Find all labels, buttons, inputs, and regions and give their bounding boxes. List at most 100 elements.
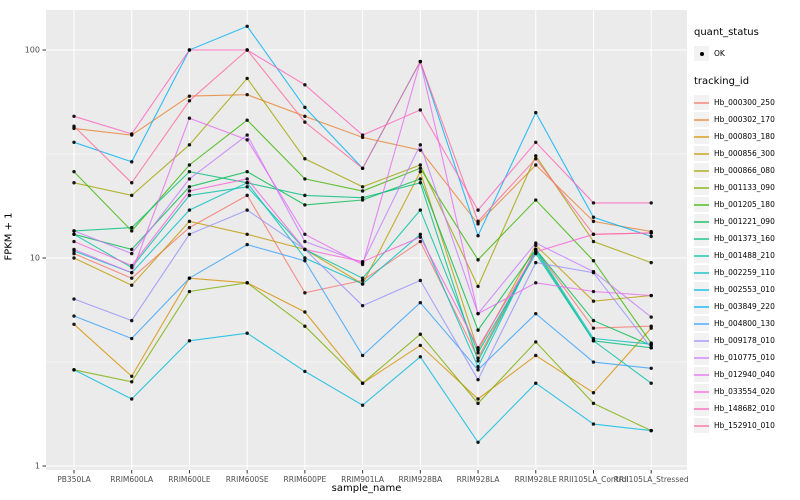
- data-point: [360, 403, 365, 407]
- legend-line-swatch: [694, 322, 709, 325]
- legend-line-swatch: [694, 203, 709, 206]
- legend-key-box: [694, 282, 709, 297]
- data-point: [72, 251, 76, 256]
- data-point: [418, 177, 423, 181]
- data-point: [130, 132, 134, 136]
- legend-line-swatch: [694, 186, 709, 189]
- legend: quant_status OK tracking_id Hb_000300_25…: [694, 27, 798, 434]
- legend-line-swatch: [694, 152, 709, 155]
- data-point: [418, 108, 423, 112]
- data-point: [418, 278, 423, 283]
- data-point: [360, 381, 365, 385]
- data-point: [360, 195, 365, 200]
- data-point: [476, 348, 480, 352]
- legend-item-Hb_152910_010: Hb_152910_010: [694, 417, 798, 434]
- legend-item-label: Hb_002553_010: [714, 285, 775, 294]
- x-tick-label: RRIM901LA: [341, 475, 385, 484]
- data-point: [303, 291, 307, 295]
- legend-line-swatch: [694, 390, 709, 393]
- legend-key-box: [694, 112, 709, 127]
- legend-item-Hb_000302_170: Hb_000302_170: [694, 111, 798, 128]
- data-point: [245, 181, 249, 185]
- legend-item-Hb_010775_010: Hb_010775_010: [694, 349, 798, 366]
- data-point: [187, 208, 192, 212]
- data-point: [187, 185, 192, 189]
- legend-item-Hb_004800_130: Hb_004800_130: [694, 315, 798, 332]
- data-point: [72, 247, 76, 252]
- data-point: [130, 283, 134, 287]
- legend-key-box: [694, 129, 709, 144]
- data-point: [418, 163, 423, 167]
- data-point: [72, 256, 76, 260]
- data-point: [187, 177, 192, 181]
- legend-item-label: Hb_000856_300: [714, 149, 775, 158]
- legend-key-box: [694, 350, 709, 365]
- data-point: [418, 232, 423, 236]
- legend-item-label: Hb_003849_220: [714, 302, 775, 311]
- data-point: [534, 281, 538, 285]
- legend-line-swatch: [694, 101, 709, 104]
- data-point: [534, 140, 538, 144]
- data-point: [591, 401, 596, 406]
- data-point: [418, 148, 423, 152]
- y-tick-label: 10: [30, 254, 40, 263]
- legend-item-ok: OK: [694, 45, 798, 62]
- legend-key-box: [694, 146, 709, 161]
- data-point: [303, 310, 307, 314]
- x-tick-label: RRIM928LA: [457, 475, 501, 484]
- data-point: [245, 138, 249, 142]
- data-point: [187, 225, 192, 230]
- data-point: [649, 315, 653, 319]
- data-point: [591, 336, 596, 341]
- data-point: [476, 328, 480, 332]
- data-point: [649, 326, 653, 330]
- data-point: [303, 232, 307, 236]
- data-point: [245, 232, 249, 236]
- data-point: [303, 157, 307, 161]
- legend-item-Hb_002259_110: Hb_002259_110: [694, 264, 798, 281]
- data-point: [187, 163, 192, 167]
- legend-line-swatch: [694, 305, 709, 308]
- legend-item-label: Hb_001373_160: [714, 234, 775, 243]
- data-point: [303, 369, 307, 374]
- data-point: [476, 208, 480, 212]
- data-point: [418, 239, 423, 244]
- data-point: [360, 185, 365, 189]
- data-point: [476, 368, 480, 372]
- data-point: [303, 120, 307, 124]
- data-point: [130, 247, 134, 252]
- data-point: [360, 198, 365, 202]
- data-point: [649, 366, 653, 370]
- data-point: [360, 135, 365, 140]
- data-point: [591, 318, 596, 323]
- data-point: [72, 140, 76, 144]
- legend-item-Hb_002553_010: Hb_002553_010: [694, 281, 798, 298]
- data-point: [187, 339, 192, 343]
- legend-item-label: Hb_033554_020: [714, 387, 775, 396]
- data-point: [187, 143, 192, 147]
- data-point: [649, 231, 653, 235]
- data-point: [591, 422, 596, 426]
- data-point: [130, 229, 134, 233]
- data-point: [534, 163, 538, 167]
- data-point: [360, 353, 365, 358]
- data-point: [130, 276, 134, 280]
- data-point: [534, 110, 538, 115]
- legend-item-Hb_012940_040: Hb_012940_040: [694, 366, 798, 383]
- data-point: [591, 259, 596, 263]
- data-point: [130, 263, 134, 268]
- data-point: [418, 169, 423, 174]
- data-point: [534, 198, 538, 202]
- data-point: [418, 208, 423, 212]
- data-point: [534, 154, 538, 158]
- data-point: [649, 201, 653, 205]
- legend-line-swatch: [694, 237, 709, 240]
- data-point: [591, 326, 596, 330]
- data-point: [534, 243, 538, 248]
- data-point: [245, 177, 249, 181]
- data-point: [187, 219, 192, 224]
- data-point: [360, 303, 365, 308]
- data-point: [649, 260, 653, 265]
- data-point: [418, 166, 423, 170]
